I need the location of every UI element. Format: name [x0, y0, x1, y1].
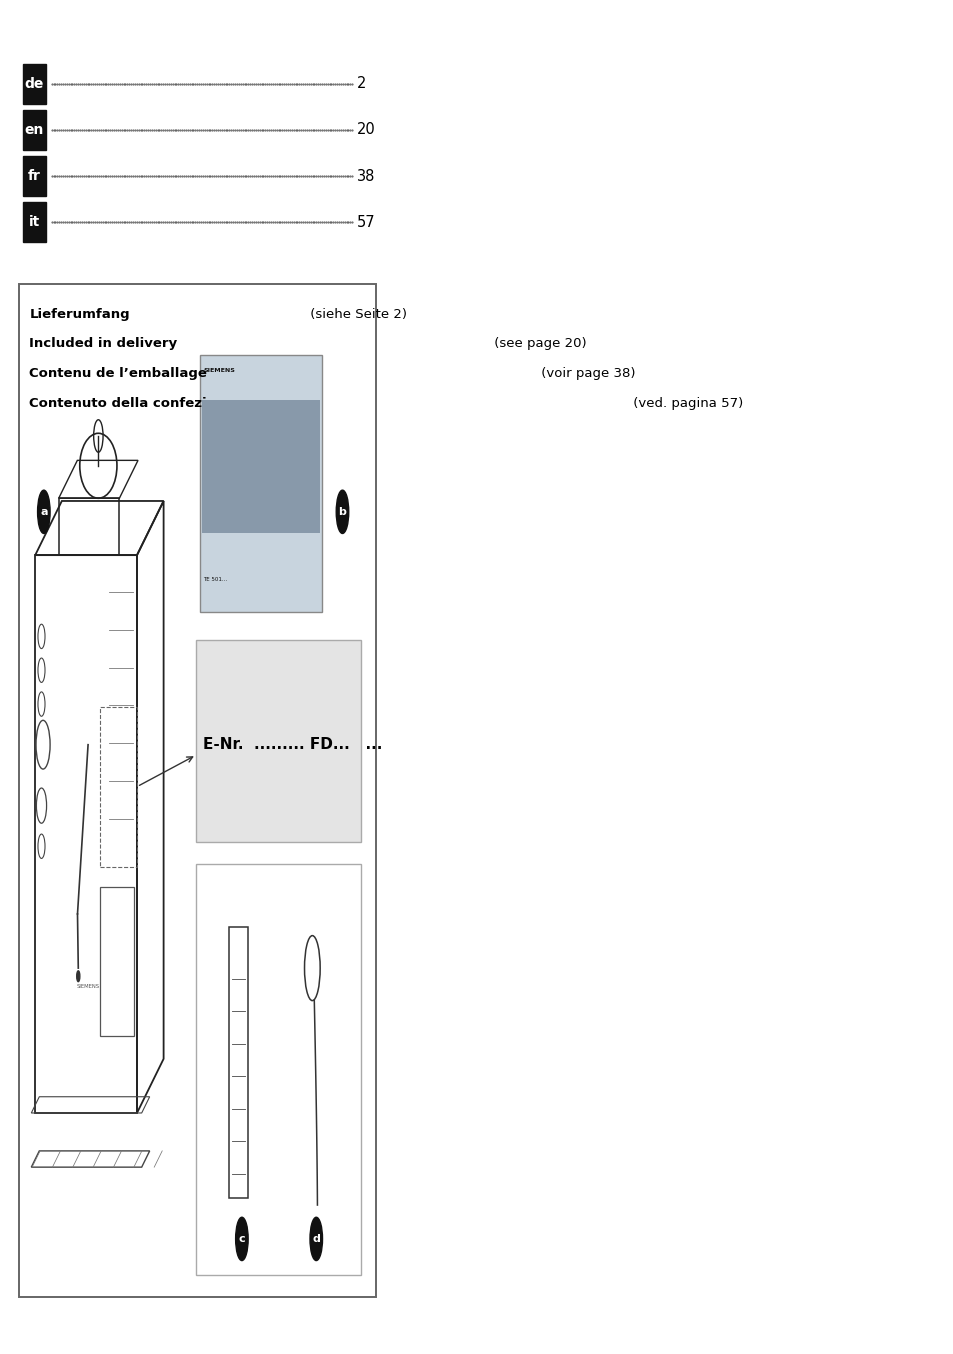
Text: 2: 2	[356, 76, 366, 92]
Text: TE 501...: TE 501...	[203, 577, 228, 582]
Text: 20: 20	[356, 122, 375, 138]
Text: SIEMENS: SIEMENS	[76, 984, 99, 990]
Text: Contenuto della confezione: Contenuto della confezione	[30, 397, 234, 410]
FancyBboxPatch shape	[229, 927, 248, 1198]
Circle shape	[335, 490, 349, 533]
Text: Lieferumfang: Lieferumfang	[30, 307, 130, 321]
Text: de: de	[25, 77, 44, 91]
Text: en: en	[25, 123, 44, 137]
Circle shape	[310, 1217, 322, 1261]
Text: d: d	[312, 1233, 320, 1244]
Text: it: it	[29, 215, 40, 229]
Text: Contenu de l’emballage: Contenu de l’emballage	[30, 367, 207, 380]
FancyBboxPatch shape	[196, 640, 360, 842]
FancyBboxPatch shape	[23, 202, 46, 242]
Text: (ved. pagina 57): (ved. pagina 57)	[628, 397, 742, 410]
Text: (see page 20): (see page 20)	[490, 337, 586, 351]
Text: Included in delivery: Included in delivery	[30, 337, 177, 351]
Circle shape	[235, 1217, 248, 1261]
Text: fr: fr	[28, 169, 41, 183]
FancyBboxPatch shape	[23, 110, 46, 150]
Circle shape	[37, 490, 51, 533]
FancyBboxPatch shape	[200, 355, 321, 612]
Text: SIEMENS: SIEMENS	[203, 368, 235, 374]
Text: (voir page 38): (voir page 38)	[536, 367, 635, 380]
Text: 57: 57	[356, 214, 375, 230]
Text: c: c	[238, 1233, 245, 1244]
FancyBboxPatch shape	[202, 399, 319, 533]
FancyBboxPatch shape	[196, 864, 360, 1275]
Text: a: a	[40, 506, 48, 517]
Circle shape	[76, 971, 80, 982]
FancyBboxPatch shape	[19, 284, 375, 1297]
Text: (siehe Seite 2): (siehe Seite 2)	[306, 307, 407, 321]
FancyBboxPatch shape	[23, 156, 46, 196]
Text: b: b	[338, 506, 346, 517]
FancyBboxPatch shape	[23, 64, 46, 104]
Text: 38: 38	[356, 168, 375, 184]
Text: E-Nr.  ......... FD...   ...: E-Nr. ......... FD... ...	[203, 737, 382, 753]
